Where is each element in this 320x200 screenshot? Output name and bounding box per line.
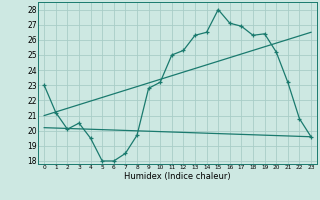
X-axis label: Humidex (Indice chaleur): Humidex (Indice chaleur) [124,172,231,181]
